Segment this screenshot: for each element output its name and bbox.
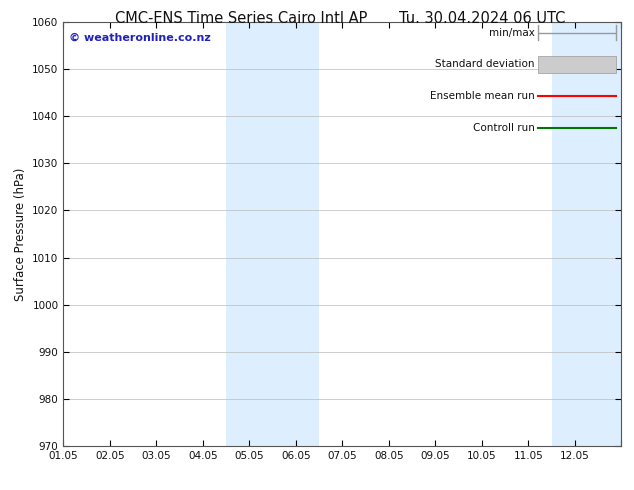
Text: Ensemble mean run: Ensemble mean run [430,91,535,101]
Bar [226,22,319,446]
Bar [552,22,634,446]
Bar [538,55,616,74]
Text: Controll run: Controll run [473,123,535,133]
Text: Standard deviation: Standard deviation [436,59,535,70]
Y-axis label: Surface Pressure (hPa): Surface Pressure (hPa) [14,167,27,301]
Text: CMC-ENS Time Series Cairo Intl AP: CMC-ENS Time Series Cairo Intl AP [115,11,367,26]
Text: Tu. 30.04.2024 06 UTC: Tu. 30.04.2024 06 UTC [399,11,565,26]
Text: © weatheronline.co.nz: © weatheronline.co.nz [69,33,210,43]
Text: min/max: min/max [489,27,535,38]
